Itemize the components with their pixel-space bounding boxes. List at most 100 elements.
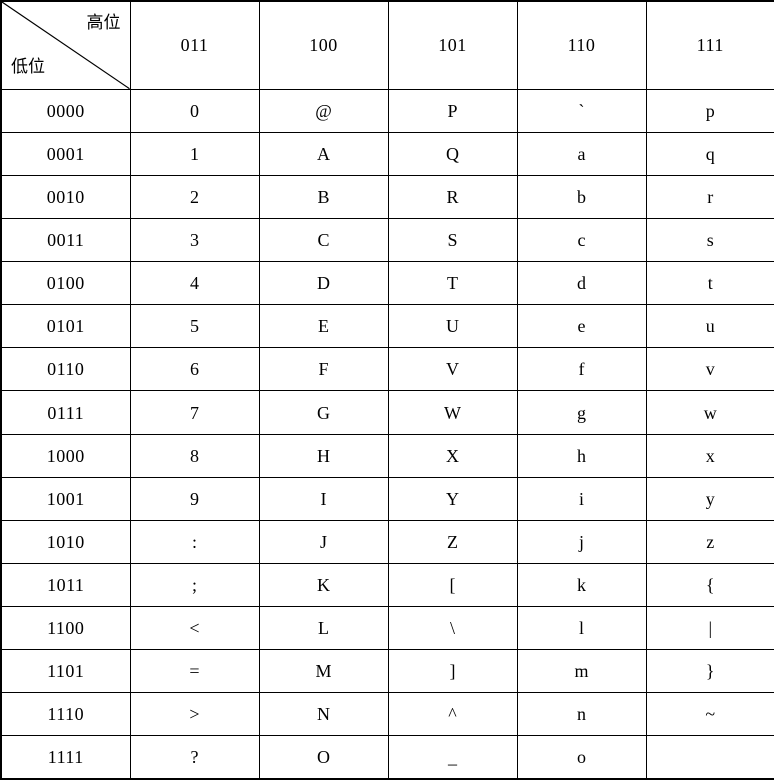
ascii-char-cell: d <box>516 261 647 306</box>
ascii-char-cell: ? <box>129 735 260 780</box>
ascii-char-cell: h <box>516 433 647 478</box>
ascii-char-cell: y <box>645 476 774 521</box>
ascii-char-cell: G <box>258 390 389 435</box>
row-header-low-bits: 0000 <box>0 88 131 133</box>
table-row: 0100 4 D T d t <box>0 261 774 306</box>
column-header-2: 101 <box>387 0 518 90</box>
ascii-char-cell: N <box>258 692 389 737</box>
ascii-char-cell: { <box>645 562 774 608</box>
ascii-char-cell: 1 <box>129 131 260 176</box>
row-header-low-bits: 0110 <box>0 347 131 392</box>
ascii-char-cell: s <box>645 218 774 263</box>
ascii-char-cell: ] <box>387 649 518 694</box>
header-row: 高位 低位 011 100 101 110 111 <box>0 0 774 90</box>
ascii-char-cell: D <box>258 261 389 306</box>
row-header-low-bits: 0101 <box>0 304 131 349</box>
row-header-low-bits: 0111 <box>0 390 131 435</box>
table-row: 1100 < L \ l | <box>0 606 774 651</box>
ascii-char-cell: c <box>516 218 647 263</box>
table-row: 0011 3 C S c s <box>0 218 774 263</box>
ascii-char-cell: @ <box>258 88 389 133</box>
ascii-char-cell: w <box>645 390 774 435</box>
ascii-char-cell: [ <box>387 562 518 608</box>
row-header-low-bits: 1001 <box>0 476 131 521</box>
ascii-char-cell: v <box>645 347 774 392</box>
ascii-char-cell: g <box>516 390 647 435</box>
ascii-char-cell: Q <box>387 131 518 176</box>
ascii-char-cell: U <box>387 304 518 349</box>
row-header-low-bits: 1100 <box>0 606 131 651</box>
row-header-low-bits: 0010 <box>0 174 131 220</box>
row-header-low-bits: 1110 <box>0 692 131 737</box>
ascii-char-cell: p <box>645 88 774 133</box>
table-row: 0010 2 B R b r <box>0 174 774 220</box>
table-row: 1000 8 H X h x <box>0 433 774 478</box>
ascii-char-cell: E <box>258 304 389 349</box>
ascii-char-cell: ^ <box>387 692 518 737</box>
ascii-char-cell: 4 <box>129 261 260 306</box>
table-row: 1111 ? O _ o <box>0 735 774 780</box>
ascii-char-cell: Z <box>387 519 518 564</box>
ascii-char-cell: : <box>129 519 260 564</box>
ascii-char-cell: 7 <box>129 390 260 435</box>
table-row: 0000 0 @ P ` p <box>0 88 774 133</box>
ascii-char-cell: > <box>129 692 260 737</box>
ascii-char-cell: 2 <box>129 174 260 220</box>
ascii-char-cell: S <box>387 218 518 263</box>
ascii-char-cell: X <box>387 433 518 478</box>
ascii-char-cell: B <box>258 174 389 220</box>
diagonal-divider-line <box>2 2 130 89</box>
ascii-char-cell: n <box>516 692 647 737</box>
ascii-char-cell: W <box>387 390 518 435</box>
row-header-low-bits: 0100 <box>0 261 131 306</box>
table-row: 1110 > N ^ n ~ <box>0 692 774 737</box>
ascii-char-cell: o <box>516 735 647 780</box>
ascii-char-cell: t <box>645 261 774 306</box>
ascii-char-cell: 0 <box>129 88 260 133</box>
row-header-low-bits: 0011 <box>0 218 131 263</box>
ascii-char-cell: 9 <box>129 476 260 521</box>
ascii-char-cell: L <box>258 606 389 651</box>
ascii-char-cell: u <box>645 304 774 349</box>
table-row: 0111 7 G W g w <box>0 390 774 435</box>
ascii-char-cell: K <box>258 562 389 608</box>
ascii-char-cell: } <box>645 649 774 694</box>
ascii-char-cell: b <box>516 174 647 220</box>
ascii-char-cell: \ <box>387 606 518 651</box>
row-header-low-bits: 1011 <box>0 562 131 608</box>
ascii-char-cell: q <box>645 131 774 176</box>
ascii-char-cell: k <box>516 562 647 608</box>
corner-cell-inner: 高位 低位 <box>2 2 130 89</box>
ascii-char-cell: 6 <box>129 347 260 392</box>
ascii-char-cell: r <box>645 174 774 220</box>
ascii-char-cell <box>645 735 774 780</box>
ascii-char-cell: F <box>258 347 389 392</box>
ascii-char-cell: T <box>387 261 518 306</box>
ascii-char-cell: C <box>258 218 389 263</box>
ascii-char-cell: f <box>516 347 647 392</box>
ascii-char-cell: i <box>516 476 647 521</box>
column-header-0: 011 <box>129 0 260 90</box>
ascii-char-cell: m <box>516 649 647 694</box>
row-header-low-bits: 1010 <box>0 519 131 564</box>
ascii-char-cell: x <box>645 433 774 478</box>
ascii-char-cell: ` <box>516 88 647 133</box>
ascii-char-cell: 3 <box>129 218 260 263</box>
ascii-char-cell: = <box>129 649 260 694</box>
corner-label-high-bits: 高位 <box>86 13 121 32</box>
table-row: 1001 9 I Y i y <box>0 476 774 521</box>
ascii-char-cell: I <box>258 476 389 521</box>
ascii-char-cell: a <box>516 131 647 176</box>
ascii-char-cell: e <box>516 304 647 349</box>
ascii-char-cell: V <box>387 347 518 392</box>
ascii-char-cell: R <box>387 174 518 220</box>
ascii-char-cell: l <box>516 606 647 651</box>
ascii-char-cell: A <box>258 131 389 176</box>
ascii-char-cell: ~ <box>645 692 774 737</box>
row-header-low-bits: 1101 <box>0 649 131 694</box>
ascii-char-cell: z <box>645 519 774 564</box>
row-header-low-bits: 1111 <box>0 735 131 780</box>
